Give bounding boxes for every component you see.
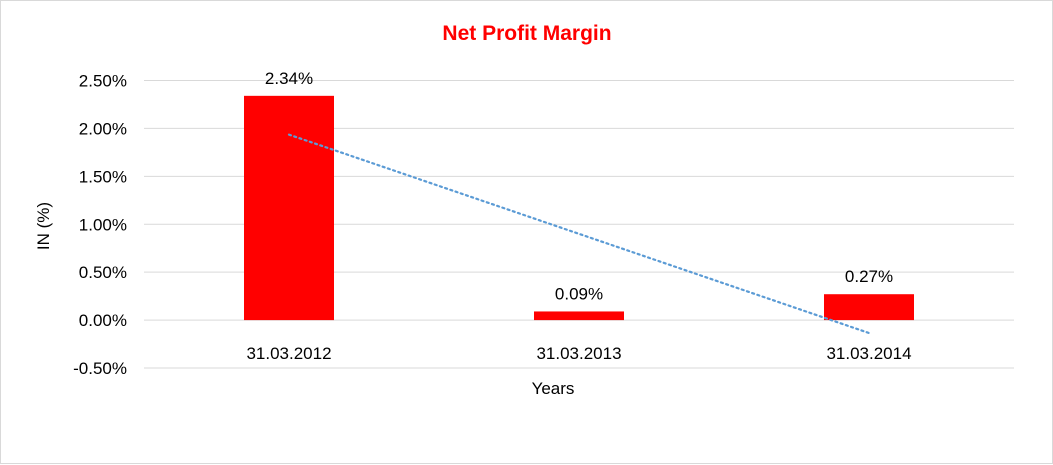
y-axis-label: IN (%) [34,202,53,250]
bar [534,311,624,321]
x-tick-label: 31.03.2013 [536,344,621,363]
y-tick-label: 1.00% [79,215,127,234]
trendline [287,133,871,335]
y-tick-label: 0.50% [79,263,127,282]
y-tick-label: 0.00% [79,311,127,330]
chart-title: Net Profit Margin [442,22,611,45]
bar [824,294,914,321]
y-tick-label: 1.50% [79,167,127,186]
data-label: 2.34% [265,69,313,88]
y-tick-label: 2.00% [79,119,127,138]
x-tick-label: 31.03.2014 [826,344,911,363]
y-tick-label: -0.50% [73,359,127,378]
data-label: 0.27% [845,267,893,286]
x-axis-label: Years [532,379,575,398]
y-tick-label: 2.50% [79,72,127,91]
bar [244,95,334,321]
data-label: 0.09% [555,284,603,303]
x-tick-label: 31.03.2012 [246,344,331,363]
